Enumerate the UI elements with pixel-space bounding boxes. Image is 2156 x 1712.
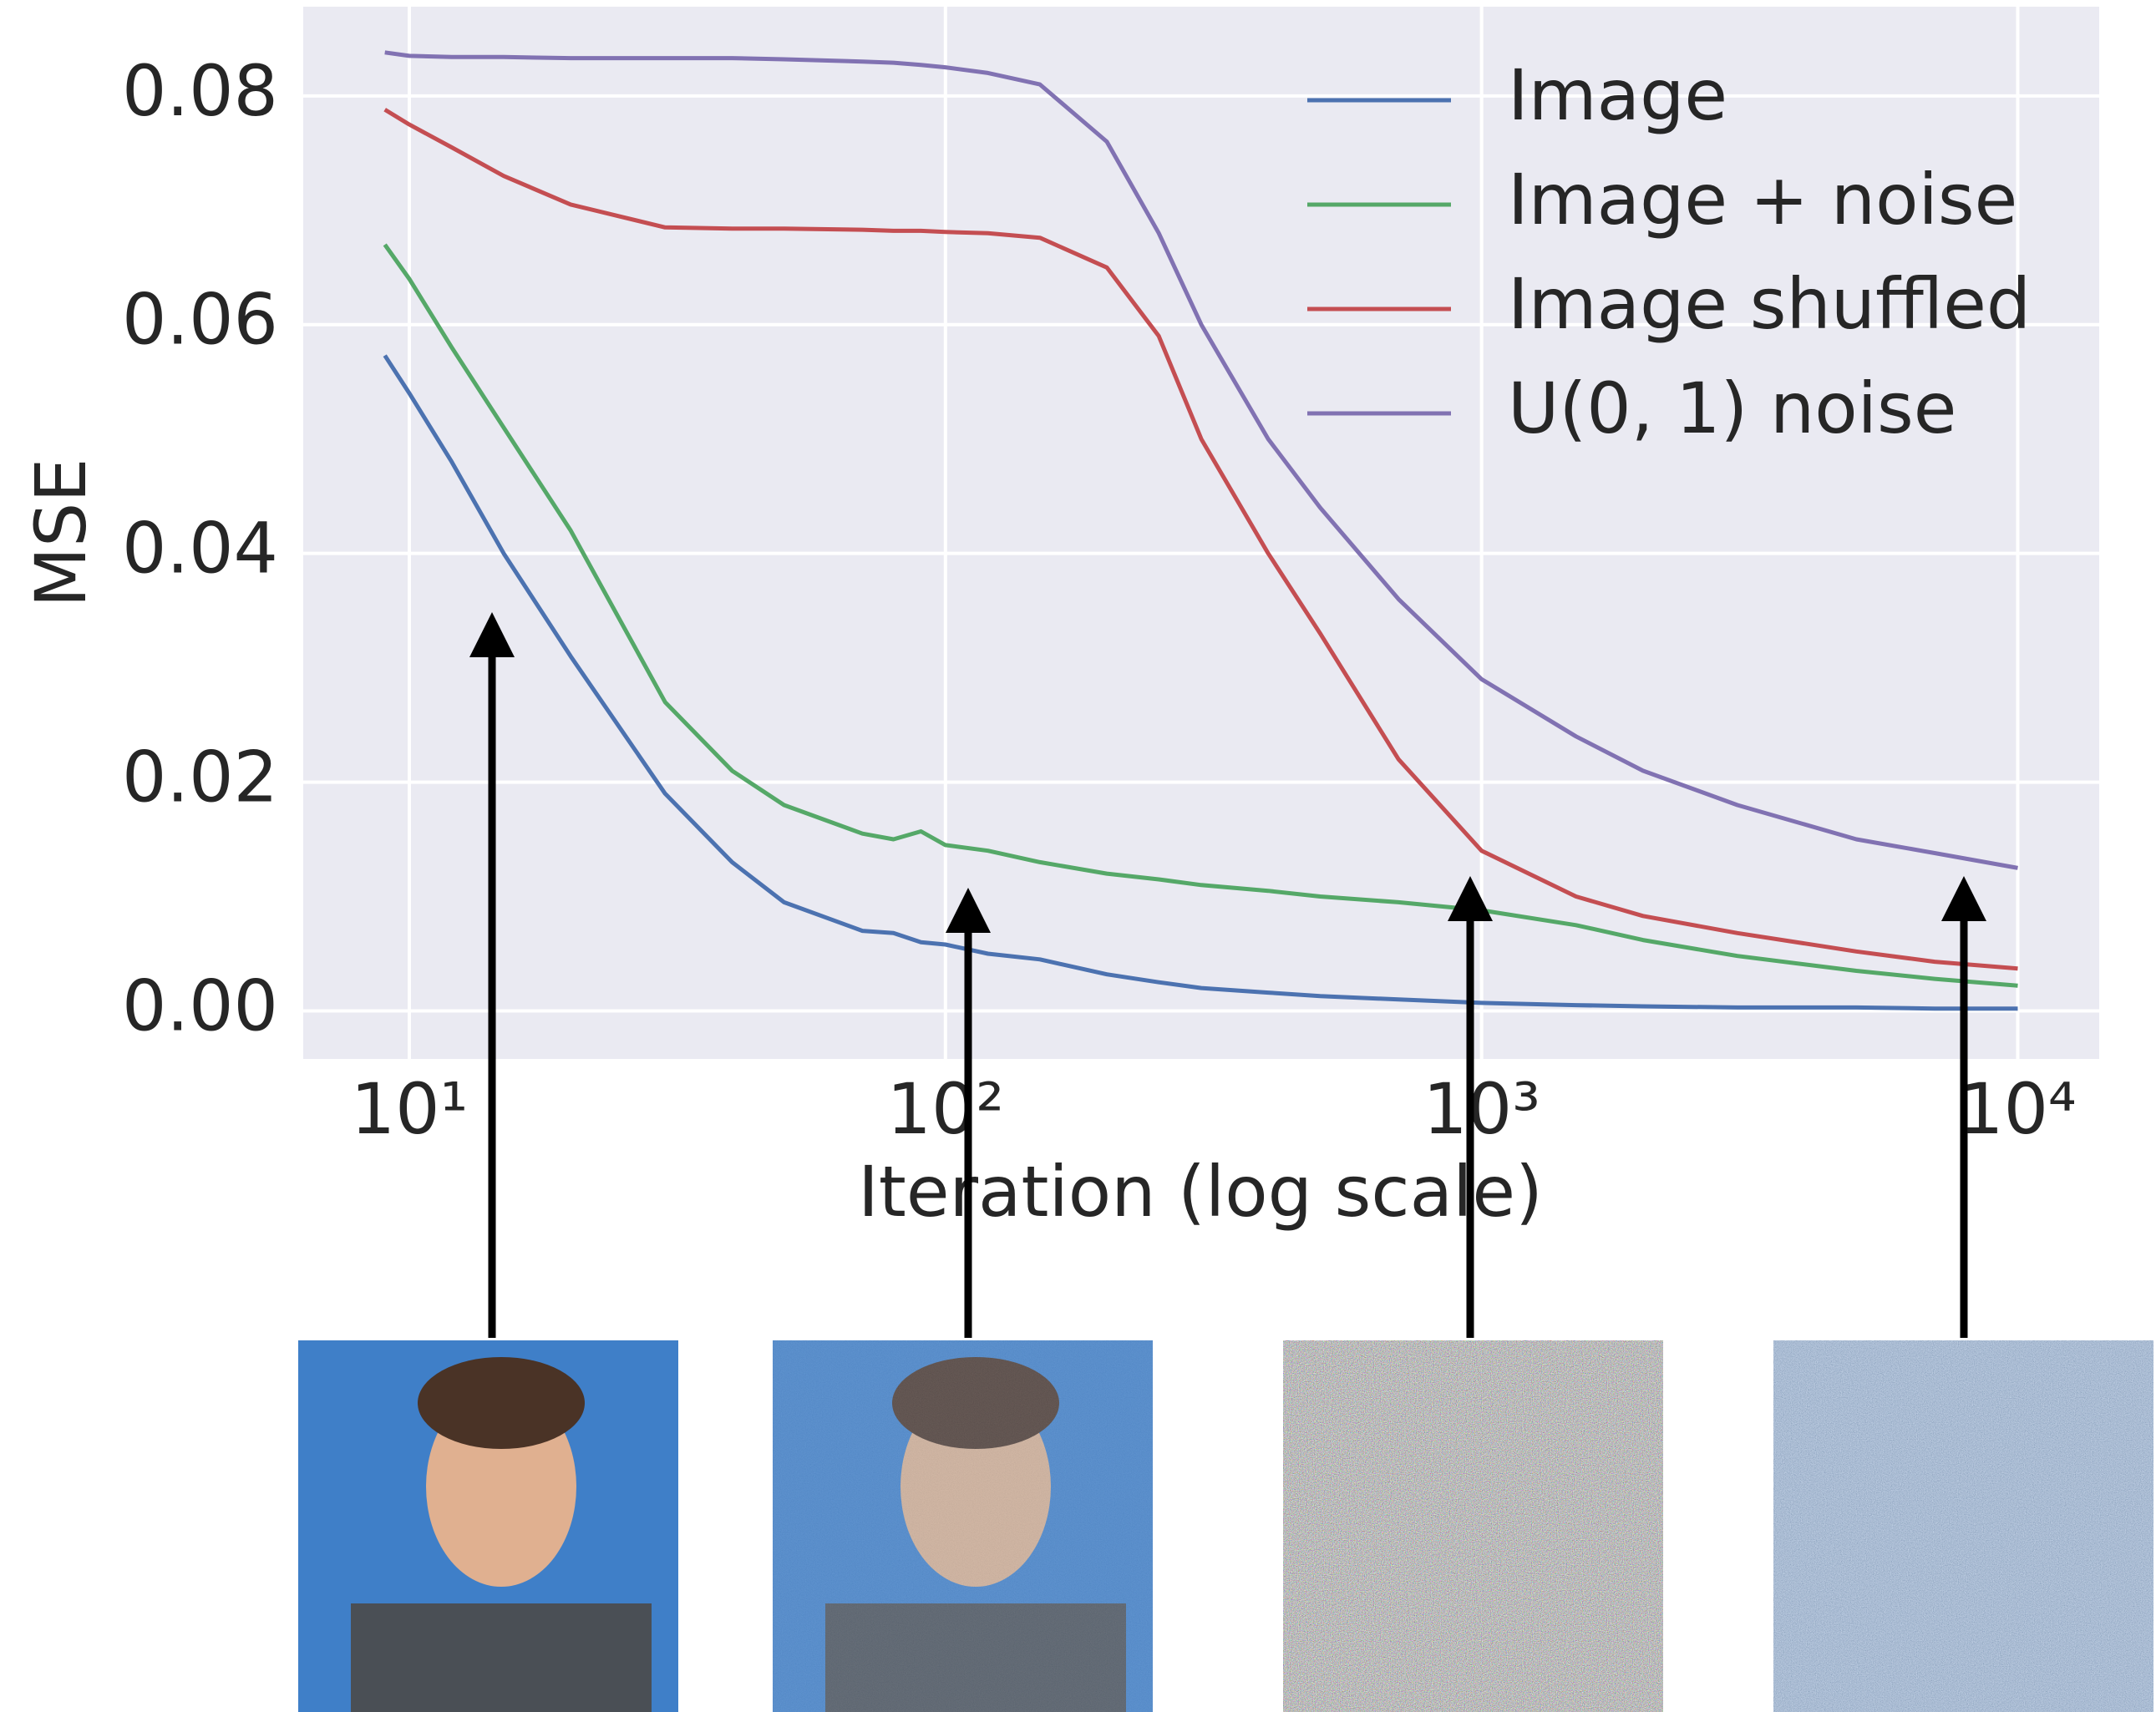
x-axis-label: Iteration (log scale) [858,1151,1543,1233]
y-tick-label: 0.08 [122,50,278,132]
x-tick-label: 10⁴ [1959,1068,2077,1150]
y-tick-label: 0.04 [122,508,278,590]
x-tick-label: 10¹ [351,1068,469,1150]
thumbnails [298,1340,2153,1712]
y-tick-label: 0.06 [122,279,278,361]
y-tick-label: 0.02 [122,737,278,818]
legend-label: Image shuffled [1508,263,2031,345]
x-tick-label: 10² [887,1068,1005,1150]
y-tick-label: 0.00 [122,965,278,1046]
thumbnail-image-noise [773,1340,1153,1712]
x-tick-label: 10³ [1423,1068,1540,1150]
thumbnail-image [298,1340,678,1712]
y-axis-label: MSE [20,458,102,608]
thumbnail-shuffled [1283,1340,1663,1712]
legend-label: U(0, 1) noise [1508,367,1956,449]
legend-label: Image + noise [1508,159,2017,241]
figure: 0.00 0.02 0.04 0.06 0.08 10¹ 10² 10³ 10⁴ Image Ima… [0,0,2156,1712]
legend-label: Image [1508,54,1727,136]
thumbnail-uniform-noise [1773,1340,2153,1712]
